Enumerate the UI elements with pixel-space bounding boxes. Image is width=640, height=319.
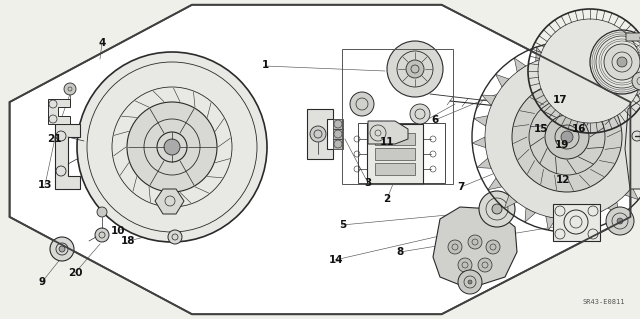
Circle shape — [485, 55, 640, 219]
Polygon shape — [307, 109, 333, 159]
Text: 10: 10 — [111, 226, 125, 236]
Text: 4: 4 — [99, 38, 106, 48]
Text: 7: 7 — [457, 182, 465, 192]
Text: 14: 14 — [329, 255, 343, 265]
Circle shape — [59, 246, 65, 252]
Circle shape — [127, 102, 217, 192]
Circle shape — [545, 115, 589, 159]
Circle shape — [539, 105, 551, 117]
Circle shape — [536, 103, 544, 111]
Circle shape — [617, 218, 623, 224]
Polygon shape — [48, 99, 70, 124]
Polygon shape — [375, 133, 415, 145]
Circle shape — [606, 207, 634, 235]
Polygon shape — [474, 116, 488, 126]
Circle shape — [50, 237, 74, 261]
Circle shape — [77, 52, 267, 242]
Circle shape — [479, 191, 515, 227]
Text: 12: 12 — [556, 175, 570, 185]
Polygon shape — [472, 137, 486, 148]
Text: 13: 13 — [38, 180, 52, 190]
Text: SR43-E0811: SR43-E0811 — [582, 299, 625, 305]
Polygon shape — [525, 208, 536, 222]
Polygon shape — [477, 158, 492, 168]
Polygon shape — [482, 95, 496, 106]
Circle shape — [561, 131, 573, 143]
Polygon shape — [333, 129, 343, 139]
Polygon shape — [598, 52, 609, 66]
Polygon shape — [504, 195, 517, 208]
Polygon shape — [588, 213, 598, 227]
Circle shape — [310, 126, 326, 142]
Circle shape — [406, 60, 424, 78]
Text: 1: 1 — [262, 60, 269, 70]
Circle shape — [538, 19, 640, 123]
Circle shape — [617, 57, 627, 67]
Polygon shape — [567, 218, 578, 232]
Text: 19: 19 — [555, 140, 569, 150]
Text: 20: 20 — [68, 268, 83, 278]
Text: 17: 17 — [553, 95, 567, 106]
Circle shape — [350, 92, 374, 116]
Polygon shape — [55, 124, 80, 189]
Polygon shape — [625, 99, 640, 189]
Circle shape — [168, 230, 182, 244]
Polygon shape — [155, 189, 184, 214]
Polygon shape — [375, 148, 415, 160]
Circle shape — [95, 228, 109, 242]
Text: 11: 11 — [380, 137, 394, 147]
Circle shape — [164, 139, 180, 155]
Circle shape — [410, 104, 430, 124]
Text: 5: 5 — [339, 220, 346, 230]
Polygon shape — [617, 66, 630, 79]
Polygon shape — [333, 139, 343, 149]
Circle shape — [458, 258, 472, 272]
Polygon shape — [488, 178, 502, 190]
Polygon shape — [515, 58, 526, 72]
Polygon shape — [556, 42, 567, 56]
Circle shape — [448, 240, 462, 254]
Text: 6: 6 — [431, 115, 439, 125]
Polygon shape — [625, 187, 638, 200]
Polygon shape — [10, 5, 630, 314]
Text: 18: 18 — [121, 236, 135, 246]
Polygon shape — [578, 44, 588, 58]
Circle shape — [64, 83, 76, 95]
Circle shape — [632, 72, 640, 90]
Text: 15: 15 — [534, 124, 548, 134]
Circle shape — [97, 207, 107, 217]
Polygon shape — [536, 47, 546, 61]
Polygon shape — [367, 124, 423, 184]
Circle shape — [468, 280, 472, 284]
Polygon shape — [368, 121, 408, 144]
Text: 9: 9 — [38, 277, 45, 287]
Circle shape — [387, 41, 443, 97]
Polygon shape — [495, 74, 509, 87]
Text: 3: 3 — [364, 178, 372, 189]
Polygon shape — [632, 84, 640, 96]
Circle shape — [468, 235, 482, 249]
Polygon shape — [375, 163, 415, 175]
Circle shape — [478, 258, 492, 272]
Circle shape — [512, 82, 622, 192]
Text: 16: 16 — [572, 124, 586, 134]
Text: 2: 2 — [383, 194, 391, 204]
Polygon shape — [546, 216, 556, 230]
Polygon shape — [433, 207, 517, 285]
Polygon shape — [333, 119, 343, 129]
Polygon shape — [608, 202, 620, 216]
Polygon shape — [626, 33, 640, 41]
Circle shape — [458, 270, 482, 294]
Circle shape — [486, 240, 500, 254]
Polygon shape — [553, 204, 600, 241]
Circle shape — [492, 204, 502, 214]
Text: 21: 21 — [47, 134, 61, 144]
Circle shape — [604, 44, 640, 80]
Text: 8: 8 — [396, 247, 404, 257]
Polygon shape — [638, 168, 640, 179]
